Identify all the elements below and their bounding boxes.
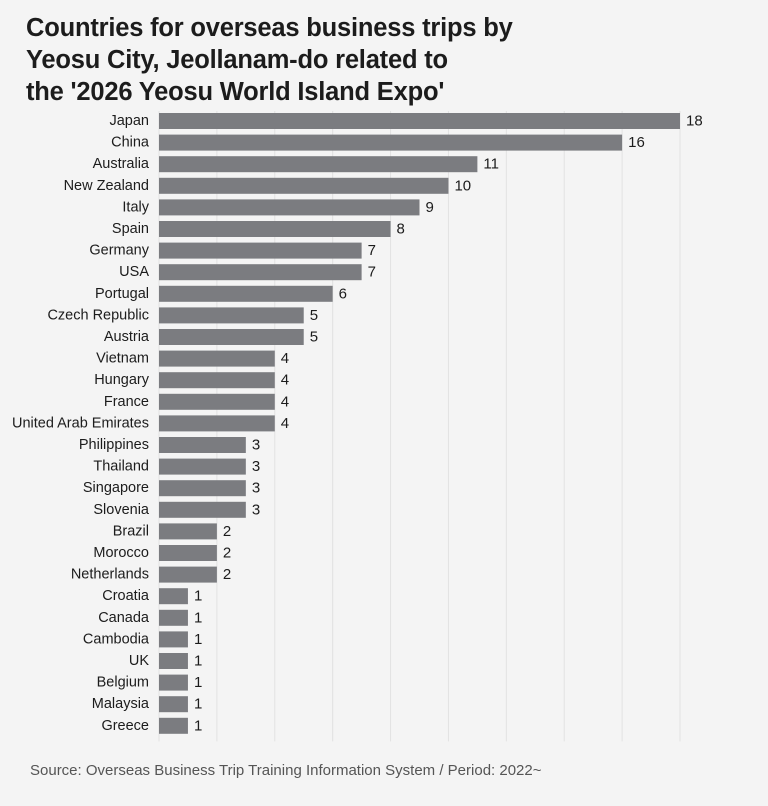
chart-title-line-3: the '2026 Yeosu World Island Expo' [26, 78, 445, 106]
value-label: 4 [281, 415, 289, 432]
value-label: 6 [339, 285, 347, 302]
bar [159, 653, 188, 669]
bar [159, 458, 246, 475]
category-label: Slovenia [93, 502, 150, 518]
value-label: 1 [194, 653, 202, 670]
category-label: Germany [89, 243, 149, 259]
value-label: 9 [426, 199, 434, 216]
category-label: Singapore [83, 480, 149, 496]
bar [159, 285, 333, 302]
category-label: Netherlands [71, 567, 149, 583]
category-label: France [104, 394, 149, 410]
category-label: New Zealand [64, 178, 149, 194]
category-label: Japan [109, 113, 149, 129]
value-label: 16 [628, 134, 645, 151]
bar [159, 501, 246, 518]
category-label: Brazil [113, 523, 149, 539]
category-label: Belgium [97, 675, 149, 691]
value-label: 8 [397, 221, 405, 238]
source-note: Source: Overseas Business Trip Training … [30, 762, 542, 779]
bar [159, 264, 362, 281]
bar [159, 437, 246, 453]
category-label: Malaysia [92, 696, 150, 712]
bar [159, 221, 391, 237]
category-label: Morocco [93, 545, 149, 561]
category-label: UK [129, 653, 149, 669]
value-label: 3 [252, 458, 260, 475]
bar [159, 372, 275, 389]
bar [159, 609, 188, 626]
category-label: Czech Republic [47, 307, 149, 323]
category-label: Thailand [93, 459, 149, 475]
value-label: 7 [368, 264, 376, 281]
bar [159, 329, 304, 345]
bar [159, 717, 188, 734]
value-label: 4 [281, 393, 289, 410]
category-label: Philippines [79, 437, 149, 453]
value-label: 4 [281, 350, 289, 367]
category-label: United Arab Emirates [12, 415, 149, 431]
bar [159, 480, 246, 497]
bar [159, 566, 217, 583]
category-label: Australia [93, 156, 150, 172]
category-label: Croatia [102, 588, 150, 604]
value-label: 1 [194, 609, 202, 626]
category-label: Portugal [95, 286, 149, 302]
bar [159, 199, 420, 216]
category-label: Cambodia [83, 631, 150, 647]
value-label: 18 [686, 113, 703, 130]
bar [159, 696, 188, 713]
value-label: 2 [223, 545, 231, 562]
value-label: 1 [194, 717, 202, 734]
bar [159, 242, 362, 259]
bar [159, 523, 217, 540]
value-label: 3 [252, 437, 260, 454]
category-label: USA [119, 264, 149, 280]
category-label: Spain [112, 221, 149, 237]
value-label: 11 [483, 156, 499, 173]
value-label: 1 [194, 631, 202, 648]
value-label: 1 [194, 588, 202, 605]
category-label: Greece [101, 718, 149, 734]
value-label: 2 [223, 566, 231, 583]
value-label: 2 [223, 523, 231, 540]
category-label: China [111, 135, 150, 151]
chart-title-line-1: Countries for overseas business trips by [26, 14, 513, 42]
bar [159, 415, 275, 432]
category-label: Hungary [94, 372, 150, 388]
value-label: 5 [310, 307, 318, 324]
bar [159, 545, 217, 561]
value-label: 3 [252, 501, 260, 518]
value-label: 1 [194, 674, 202, 691]
bar [159, 631, 188, 648]
bar [159, 156, 478, 173]
bar [159, 393, 275, 410]
bar [159, 177, 449, 194]
bar [159, 113, 680, 129]
bar [159, 674, 188, 691]
bar [159, 307, 304, 324]
category-label: Austria [104, 329, 150, 345]
value-label: 4 [281, 372, 289, 389]
category-label: Vietnam [96, 351, 149, 367]
chart-title-line-2: Yeosu City, Jeollanam-do related to [26, 46, 448, 74]
bar [159, 588, 188, 605]
category-label: Canada [98, 610, 150, 626]
value-label: 3 [252, 480, 260, 497]
value-label: 7 [368, 242, 376, 259]
bar [159, 134, 623, 151]
bar [159, 350, 275, 367]
value-label: 1 [194, 696, 202, 713]
category-label: Italy [122, 199, 149, 215]
value-label: 10 [454, 177, 471, 194]
value-label: 5 [310, 329, 318, 346]
